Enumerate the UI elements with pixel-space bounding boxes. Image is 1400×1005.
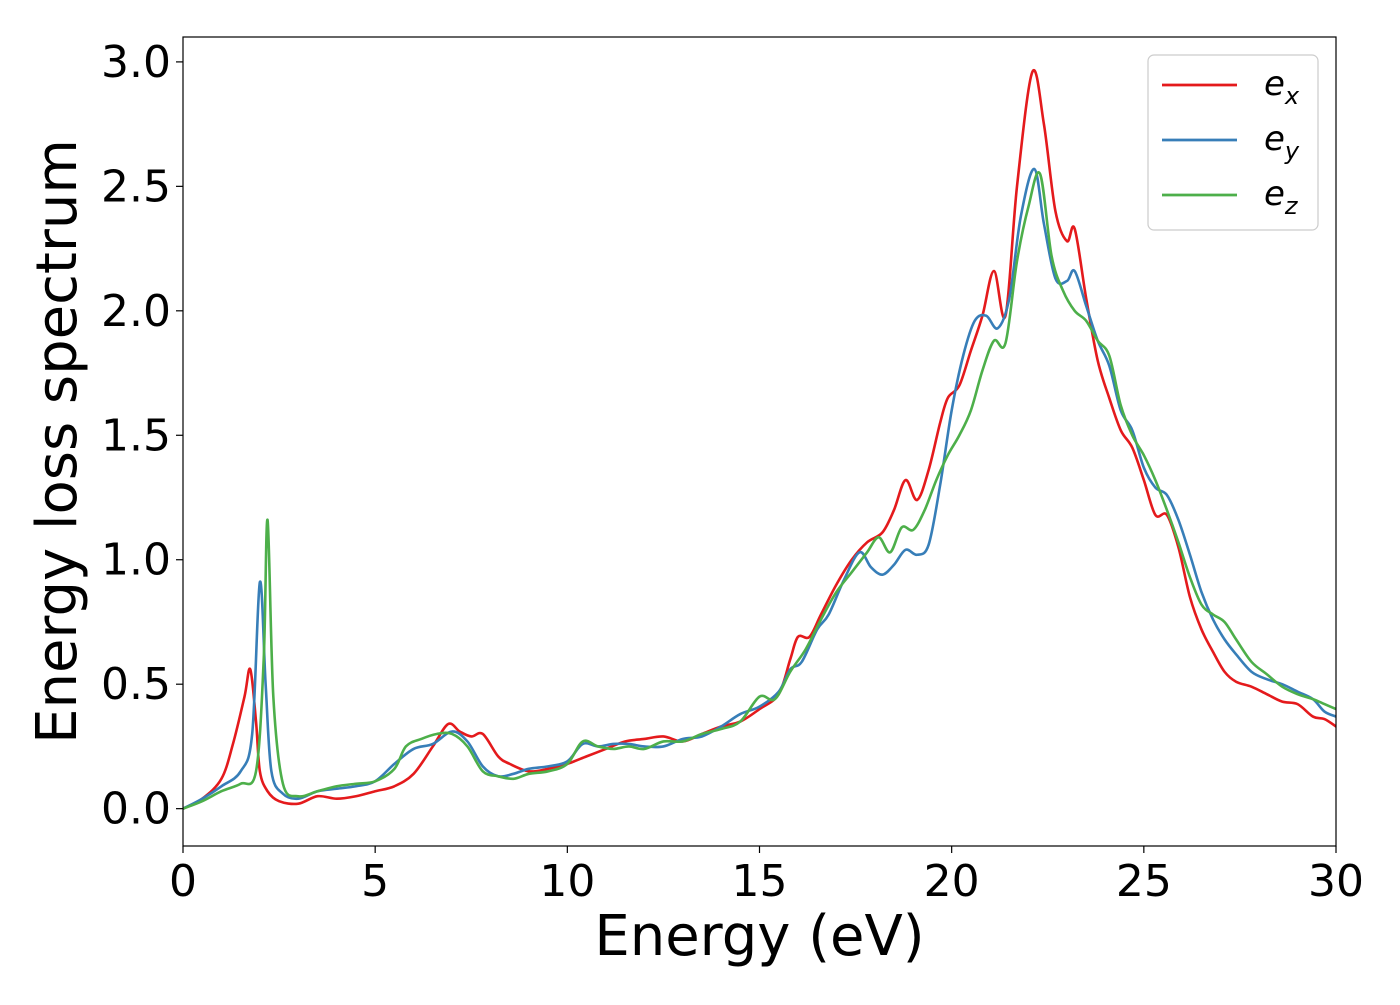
- y-tick-label: 0.0: [101, 784, 171, 835]
- x-axis-title: Energy (eV): [594, 904, 924, 969]
- x-tick-label: 5: [361, 856, 389, 907]
- y-tick-label: 3.0: [101, 37, 171, 88]
- x-tick-label: 10: [539, 856, 595, 907]
- legend: ex ey ez: [1147, 54, 1319, 231]
- legend-label-e-y: ey: [1264, 119, 1300, 165]
- x-axis-ticks: 0 5 10 15 20 25 30: [169, 846, 1364, 907]
- legend-box: [1147, 54, 1319, 231]
- x-tick-label: 15: [732, 856, 788, 907]
- y-tick-label: 0.5: [101, 659, 171, 710]
- y-axis-ticks: 0.0 0.5 1.0 1.5 2.0 2.5 3.0: [101, 37, 183, 835]
- series-layer: [183, 68, 1336, 810]
- y-tick-label: 1.0: [101, 535, 171, 586]
- series-line-e-z: [183, 171, 1336, 810]
- x-tick-label: 20: [924, 856, 980, 907]
- legend-label-e-z: ez: [1264, 174, 1299, 220]
- y-axis-title: Energy loss spectrum: [25, 139, 90, 744]
- legend-label-e-x: ex: [1264, 64, 1300, 110]
- x-tick-label: 0: [169, 856, 197, 907]
- series-line-e-x: [183, 68, 1336, 810]
- x-tick-label: 25: [1116, 856, 1172, 907]
- x-tick-label: 30: [1308, 856, 1364, 907]
- series-line-e-y: [183, 167, 1336, 810]
- y-tick-label: 2.5: [101, 161, 171, 212]
- y-tick-label: 2.0: [101, 286, 171, 337]
- y-tick-label: 1.5: [101, 410, 171, 461]
